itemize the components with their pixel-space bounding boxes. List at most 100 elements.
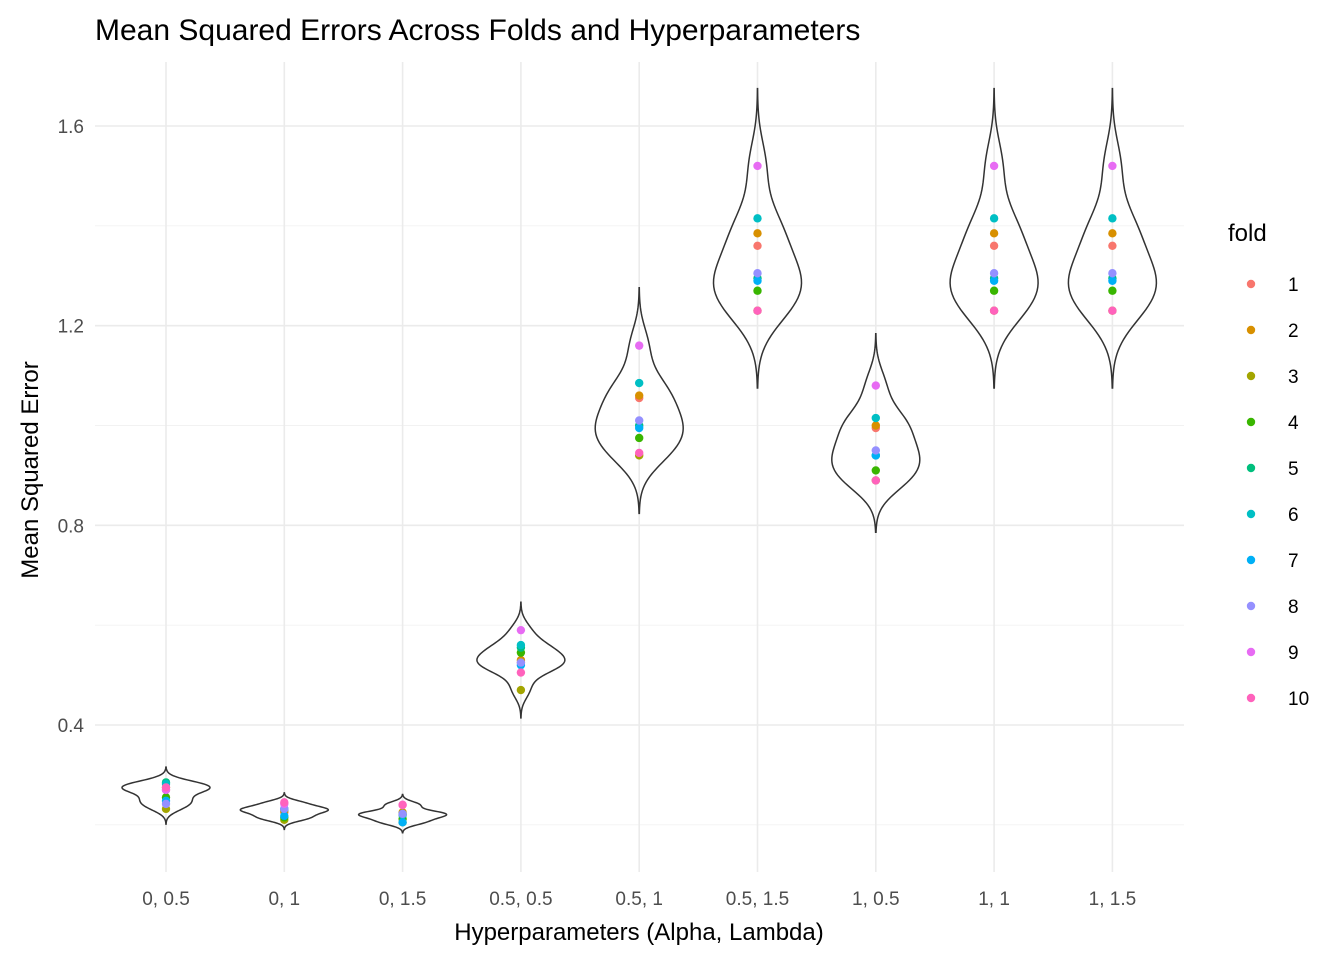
grid-layer <box>95 62 1184 872</box>
x-tick-label: 1, 1.5 <box>1089 889 1137 910</box>
point-fold-10 <box>1108 306 1117 315</box>
point-fold-6 <box>871 413 880 423</box>
point-fold-4 <box>753 286 762 295</box>
legend-key-fold-5 <box>1246 463 1256 473</box>
legend-label: 6 <box>1288 505 1299 526</box>
legend-key-fold-4 <box>1246 417 1256 427</box>
point-fold-8 <box>516 658 526 667</box>
legend-label: 7 <box>1288 551 1299 572</box>
point-fold-10 <box>280 798 289 807</box>
violin-3 <box>357 793 448 834</box>
point-fold-7 <box>753 276 762 285</box>
point-fold-1 <box>989 241 999 250</box>
x-tick-label: 0.5, 1.5 <box>726 889 789 910</box>
y-tick-label: 0.8 <box>58 516 84 537</box>
point-fold-6 <box>516 640 526 650</box>
point-fold-9 <box>989 161 999 171</box>
point-fold-2 <box>871 421 880 430</box>
legend-key-fold-6 <box>1246 509 1256 519</box>
x-axis-ticks: 0, 0.5 0, 1 0, 1.5 0.5, 0.5 0.5, 1 0.5, 1.5 1,… <box>142 889 1136 910</box>
legend-key-fold-8 <box>1246 601 1256 611</box>
point-fold-1 <box>753 241 762 250</box>
violin-1 <box>121 766 211 825</box>
legend-key-fold-7 <box>1246 555 1256 565</box>
y-tick-label: 1.2 <box>58 317 84 338</box>
legend-label: 5 <box>1288 459 1299 480</box>
point-fold-10 <box>398 800 407 810</box>
point-fold-8 <box>1108 269 1117 278</box>
x-axis-title: Hyperparameters (Alpha, Lambda) <box>454 919 824 946</box>
point-fold-4 <box>871 466 880 475</box>
legend-key-fold-1 <box>1246 279 1256 289</box>
legend-key-fold-3 <box>1246 371 1256 381</box>
legend-title: fold <box>1228 220 1267 247</box>
point-fold-10 <box>635 448 644 458</box>
x-tick-label: 1, 1 <box>978 889 1010 910</box>
violin-layer <box>121 87 1158 834</box>
point-fold-7 <box>1108 276 1117 285</box>
violin-5 <box>594 286 684 515</box>
y-axis-title: Mean Squared Error <box>17 361 44 578</box>
legend-key-fold-9 <box>1246 647 1256 657</box>
y-tick-label: 1.6 <box>58 117 84 138</box>
point-fold-9 <box>516 625 526 635</box>
x-tick-label: 0.5, 1 <box>615 889 663 910</box>
point-fold-7 <box>989 276 999 285</box>
legend-label: 8 <box>1288 597 1299 618</box>
point-fold-7 <box>280 811 289 821</box>
violin-6 <box>712 87 803 389</box>
violin-4 <box>476 601 566 719</box>
point-fold-6 <box>1108 214 1117 223</box>
point-fold-10 <box>161 783 171 792</box>
point-fold-4 <box>989 286 999 295</box>
point-fold-8 <box>161 799 171 809</box>
point-fold-8 <box>398 809 407 819</box>
legend-label: 3 <box>1288 367 1299 388</box>
point-fold-8 <box>635 416 644 425</box>
x-tick-label: 0.5, 0.5 <box>489 889 552 910</box>
x-tick-label: 0, 0.5 <box>142 889 190 910</box>
point-fold-9 <box>871 381 880 390</box>
violin-7 <box>831 332 921 533</box>
point-fold-3 <box>516 685 526 695</box>
point-fold-10 <box>516 668 526 677</box>
legend-label: 4 <box>1288 413 1299 434</box>
y-tick-label: 0.4 <box>58 716 85 737</box>
point-fold-1 <box>1108 241 1117 250</box>
x-tick-label: 0, 1 <box>268 889 300 910</box>
violin-2 <box>239 792 330 831</box>
point-fold-7 <box>635 423 644 433</box>
point-fold-2 <box>635 391 644 400</box>
violin-8 <box>949 87 1039 389</box>
legend-key-fold-2 <box>1246 325 1256 335</box>
point-fold-2 <box>1108 229 1117 238</box>
point-fold-6 <box>753 214 762 223</box>
point-fold-8 <box>871 446 880 455</box>
point-fold-10 <box>871 476 880 485</box>
point-fold-10 <box>989 306 999 315</box>
x-tick-label: 1, 0.5 <box>852 889 900 910</box>
point-fold-2 <box>753 229 762 238</box>
legend-label: 2 <box>1288 321 1299 342</box>
point-fold-6 <box>989 214 999 223</box>
legend: 1 2 3 4 5 6 7 8 9 10 <box>1246 275 1309 710</box>
legend-label: 1 <box>1288 275 1299 296</box>
point-fold-10 <box>753 306 762 315</box>
point-fold-8 <box>989 269 999 278</box>
chart-title: Mean Squared Errors Across Folds and Hyp… <box>95 14 860 47</box>
point-fold-8 <box>753 269 762 278</box>
legend-label: 10 <box>1288 689 1309 710</box>
point-fold-9 <box>753 161 762 171</box>
x-tick-label: 0, 1.5 <box>379 889 427 910</box>
point-fold-2 <box>989 229 999 238</box>
point-fold-4 <box>635 433 644 443</box>
point-fold-6 <box>635 378 644 388</box>
point-fold-4 <box>1108 286 1117 295</box>
legend-label: 9 <box>1288 643 1299 664</box>
point-fold-7 <box>398 818 407 827</box>
point-fold-9 <box>635 341 644 350</box>
legend-key-fold-10 <box>1246 693 1256 703</box>
violin-9 <box>1067 87 1158 389</box>
y-axis-ticks: 0.4 0.8 1.2 1.6 <box>58 117 85 737</box>
